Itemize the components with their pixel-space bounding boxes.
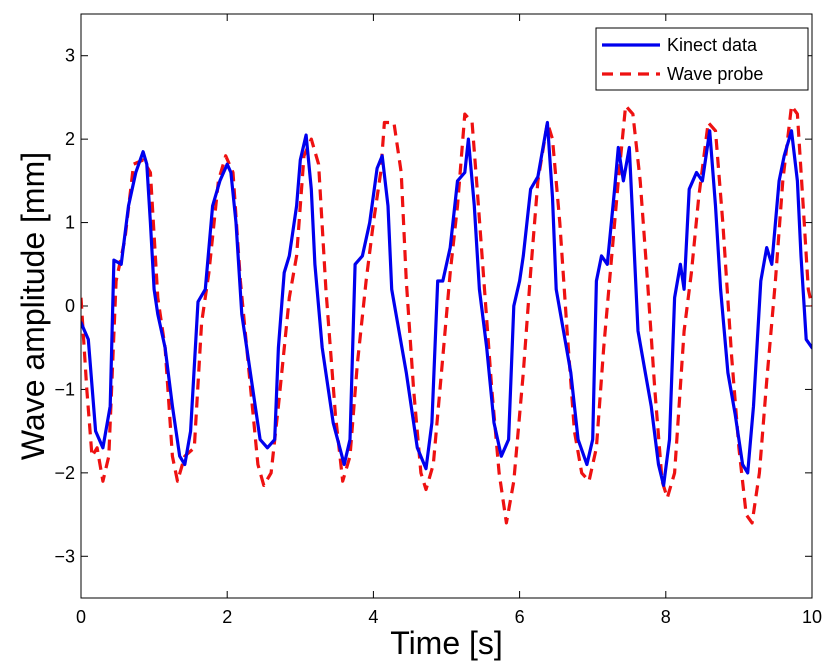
y-tick-label: −3 <box>54 546 75 566</box>
x-tick-label: 6 <box>515 607 525 627</box>
y-tick-label: 0 <box>65 296 75 316</box>
x-axis-label: Time [s] <box>390 625 503 661</box>
x-tick-label: 8 <box>661 607 671 627</box>
x-tick-label: 0 <box>76 607 86 627</box>
legend-label-wave-probe: Wave probe <box>667 64 763 84</box>
y-tick-label: 2 <box>65 129 75 149</box>
plot-frame <box>80 13 813 599</box>
y-axis-label: Wave amplitude [mm] <box>15 152 51 460</box>
series-line-wave-probe <box>81 104 812 525</box>
y-tick-label: 3 <box>65 46 75 66</box>
legend: Kinect data Wave probe <box>595 27 809 91</box>
series-line-kinect-data <box>81 120 812 487</box>
legend-label-kinect-data: Kinect data <box>667 35 758 55</box>
plot-area <box>81 14 812 598</box>
x-tick-label: 2 <box>222 607 232 627</box>
x-tick-label: 4 <box>368 607 378 627</box>
y-tick-label: −2 <box>54 463 75 483</box>
x-tick-label: 10 <box>802 607 822 627</box>
y-tick-label: −1 <box>54 379 75 399</box>
y-tick-label: 1 <box>65 213 75 233</box>
legend-box <box>595 27 809 91</box>
